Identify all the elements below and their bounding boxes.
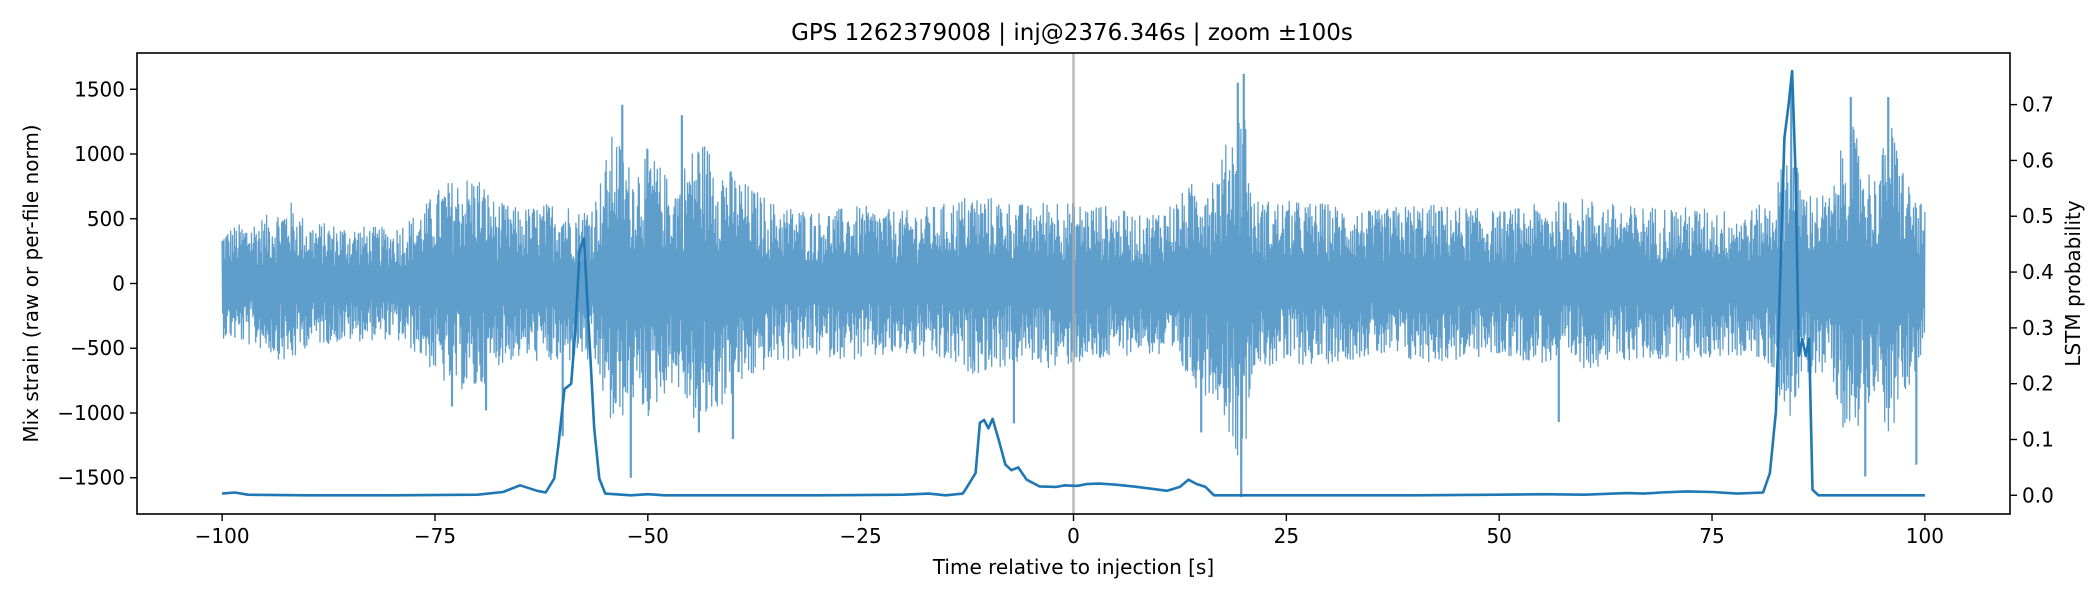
y-axis-right: 0.0 0.1 0.2 0.3 0.4 0.5 0.6 0.7 (2010, 93, 2054, 507)
y-axis-left: −1500 −1000 −500 0 500 1000 1500 (57, 77, 137, 490)
x-axis: −100 −75 −50 −25 0 25 50 75 100 (195, 514, 1944, 548)
strain-series (221, 73, 1926, 498)
y-left-tick-label: 0 (112, 272, 125, 296)
x-tick-label: 0 (1067, 524, 1080, 548)
y-right-tick-label: 0.0 (2022, 483, 2054, 507)
plot-area (221, 53, 1926, 514)
y-right-tick-label: 0.4 (2022, 260, 2054, 284)
y-right-tick-label: 0.1 (2022, 427, 2054, 451)
x-tick-label: 75 (1699, 524, 1724, 548)
y-left-tick-label: −500 (70, 336, 125, 360)
y-left-tick-label: −1000 (57, 401, 125, 425)
x-tick-label: −100 (195, 524, 250, 548)
x-tick-label: −75 (414, 524, 456, 548)
y-right-tick-label: 0.3 (2022, 316, 2054, 340)
y-left-tick-label: 500 (87, 207, 125, 231)
y-axis-left-label: Mix strain (raw or per-file norm) (19, 124, 43, 442)
x-tick-label: −50 (627, 524, 669, 548)
chart-title: GPS 1262379008 | inj@2376.346s | zoom ±1… (791, 20, 1353, 46)
y-right-tick-label: 0.5 (2022, 204, 2054, 228)
y-left-tick-label: −1500 (57, 466, 125, 490)
y-left-tick-label: 1000 (74, 142, 125, 166)
x-tick-label: 100 (1906, 524, 1944, 548)
y-left-tick-label: 1500 (74, 77, 125, 101)
y-right-tick-label: 0.6 (2022, 148, 2054, 172)
x-tick-label: 25 (1274, 524, 1299, 548)
y-right-tick-label: 0.2 (2022, 372, 2054, 396)
x-axis-label: Time relative to injection [s] (932, 555, 1214, 579)
x-tick-label: −25 (840, 524, 882, 548)
y-axis-right-label: LSTM probability (2061, 200, 2085, 367)
x-tick-label: 50 (1486, 524, 1511, 548)
y-right-tick-label: 0.7 (2022, 93, 2054, 117)
probability-series-line (221, 69, 1925, 497)
